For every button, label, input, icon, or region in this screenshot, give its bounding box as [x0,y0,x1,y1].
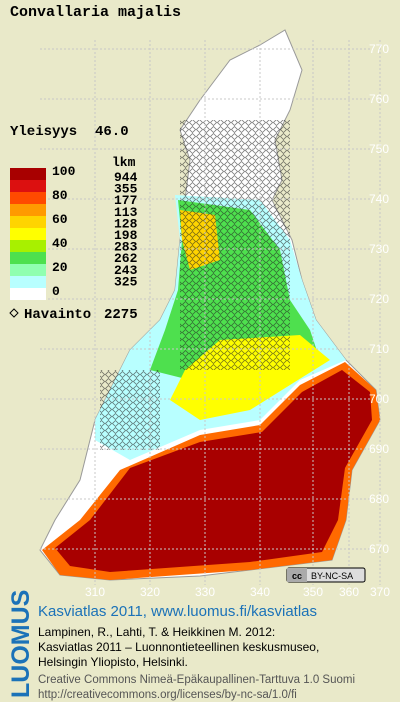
observation-icon [9,308,19,318]
y-label: 710 [369,342,389,356]
observation-markers [100,370,160,450]
scale-label: 80 [52,188,68,203]
y-label: 700 [369,392,389,406]
scale-label: 100 [52,164,76,179]
badge-icon [287,568,307,582]
footer-link[interactable]: Kasviatlas 2011, www.luomus.fi/kasviatla… [38,603,317,620]
count-header: lkm [112,155,136,170]
x-label: 310 [85,585,105,599]
count: 177 [114,193,137,208]
y-label: 680 [369,492,389,506]
color-swatch [10,252,46,264]
scale-label: 0 [52,284,60,299]
x-label: 340 [250,585,270,599]
footer: Lampinen, R., Lahti, T. & Heikkinen M. 2… [38,625,355,701]
cc-icon: cc [292,571,302,581]
observation-count: 2275 [104,307,138,323]
observation-markers [180,120,290,370]
count: 944 [114,170,138,185]
y-label: 770 [369,42,389,56]
grid [40,40,381,585]
color-swatch [10,216,46,228]
y-label: 750 [369,142,389,156]
legend: 100 80 60 40 20 0 9443551771131281982832622433… [10,164,138,300]
map [39,29,381,585]
citation-line: Helsingin Yliopisto, Helsinki. [38,655,188,669]
scale-label: 40 [52,236,68,251]
citation-line: Lampinen, R., Lahti, T. & Heikkinen M. 2… [38,625,275,639]
color-swatch [10,288,46,300]
color-swatch [10,240,46,252]
license-line: http://creativecommons.org/licenses/by-n… [38,689,297,701]
frequency-label: Yleisyys [10,124,77,140]
frequency-value: 46.0 [95,124,129,140]
x-label: 350 [303,585,323,599]
citation-line: Kasviatlas 2011 – Luonnontieteellinen ke… [38,640,319,654]
x-label: 330 [195,585,215,599]
scale-label: 20 [52,260,68,275]
badge-text: BY-NC-SA [311,571,353,581]
count: 325 [114,274,138,289]
color-swatch [10,180,46,192]
count: 283 [114,240,138,255]
count: 355 [114,182,138,197]
color-swatch [10,228,46,240]
color-swatch [10,276,46,288]
species-title: Convallaria majalis [10,4,181,21]
scale-label: 60 [52,212,68,227]
count: 198 [114,228,138,243]
license-line: Creative Commons Nimeä-Epäkaupallinen-Ta… [38,674,355,686]
observation-label: Havainto [24,307,91,323]
count: 113 [114,205,138,220]
count: 262 [114,251,138,266]
y-label: 740 [369,192,389,206]
x-label: 360 [339,585,359,599]
count: 243 [114,263,138,278]
y-label: 760 [369,92,389,106]
x-label: 320 [140,585,160,599]
logo: LUOMUS [7,590,35,698]
color-swatch [10,264,46,276]
zone-red [55,370,372,572]
color-swatch [10,168,46,180]
y-label: 730 [369,242,389,256]
y-label: 720 [369,292,389,306]
y-label: 690 [369,442,389,456]
color-swatch [10,204,46,216]
color-swatch [10,192,46,204]
y-label: 670 [369,542,389,556]
x-label: 370 [370,585,390,599]
license-badge: cc BY-NC-SA [286,567,366,583]
count: 128 [114,216,138,231]
